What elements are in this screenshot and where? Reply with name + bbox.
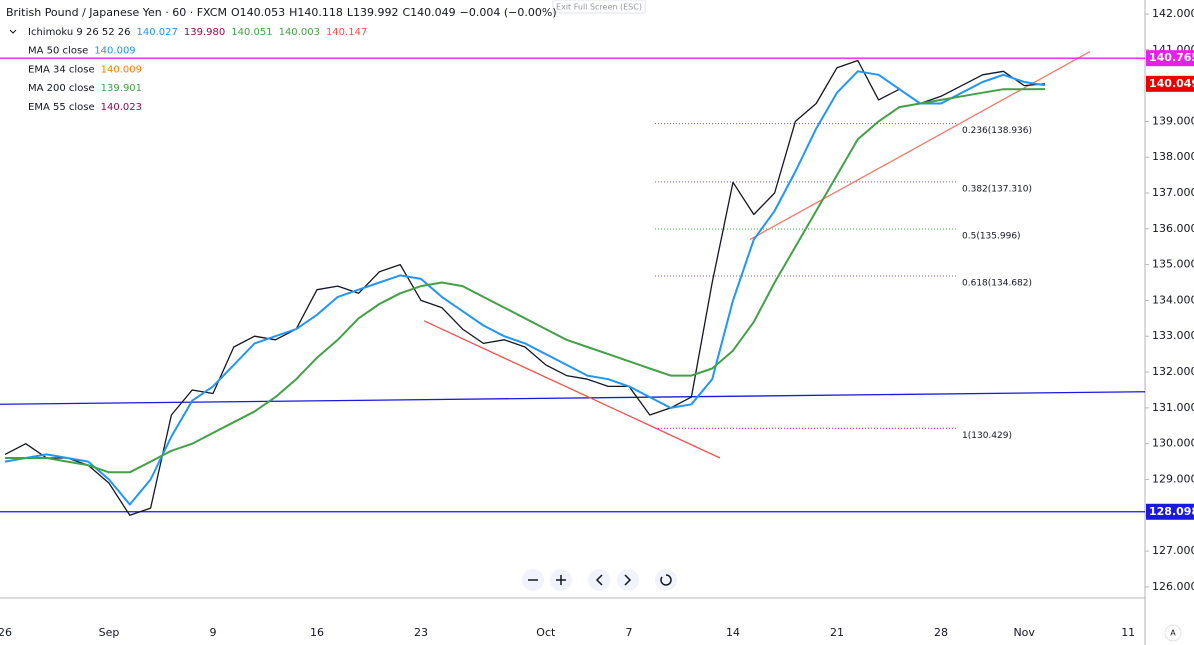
x-tick-label: 21 xyxy=(830,626,844,639)
scroll-left[interactable] xyxy=(588,569,610,591)
fib-label: 0.618(134.682) xyxy=(962,279,1032,289)
y-tick-label: 135.000 xyxy=(1152,258,1194,271)
toolbar xyxy=(522,569,677,591)
trend-line xyxy=(423,320,721,459)
y-tick-label: 136.000 xyxy=(1152,222,1194,235)
x-tick-label: 26 xyxy=(0,626,12,639)
indicator-value: 140.147 xyxy=(326,27,367,38)
y-tick-label: 138.000 xyxy=(1152,150,1194,163)
exit-button[interactable] xyxy=(552,0,646,14)
y-tick-label: 131.000 xyxy=(1152,401,1194,414)
y-tick-label: 134.000 xyxy=(1152,293,1194,306)
indicator-legend: Ichimoku 9 26 52 26 140.027 139.980 140.051… xyxy=(28,27,367,38)
symbol: British Pound / Japanese Yen · 60 · FXCM xyxy=(6,6,227,19)
indicator-value: 140.051 xyxy=(231,27,272,38)
series-line xyxy=(5,88,1046,474)
ohlc-value: O140.053 xyxy=(231,6,285,19)
x-tick-label: 14 xyxy=(726,626,740,639)
x-tick-label: Nov xyxy=(1013,626,1035,639)
x-tick-label: 23 xyxy=(414,626,428,639)
indicator-name: Ichimoku 9 26 52 26 xyxy=(28,27,131,38)
reset[interactable] xyxy=(655,569,677,591)
y-tick-label: 130.000 xyxy=(1152,437,1194,450)
x-tick-label: 16 xyxy=(310,626,324,639)
auto-scale[interactable] xyxy=(1164,624,1182,642)
scroll-right[interactable] xyxy=(617,569,639,591)
x-tick-label: Oct xyxy=(536,626,556,639)
price-tag-label: 140.049 xyxy=(1149,77,1194,90)
indicator-value: 140.027 xyxy=(137,27,178,38)
x-tick-label: 7 xyxy=(626,626,633,639)
fib-label: 0.5(135.996) xyxy=(962,231,1021,241)
x-tick-label: 11 xyxy=(1121,626,1135,639)
fib-label: 0.236(138.936) xyxy=(962,126,1032,136)
indicator-value: 139.901 xyxy=(101,83,142,94)
icon xyxy=(556,575,566,585)
series-line xyxy=(4,59,1046,516)
indicator-value: 140.009 xyxy=(94,46,135,57)
x-tick-label: 28 xyxy=(934,626,948,639)
icon xyxy=(624,574,632,586)
indicator-legend: MA 200 close 139.901 xyxy=(28,83,142,94)
ohlc-value: C140.049 xyxy=(403,6,456,19)
y-tick-label: 127.000 xyxy=(1152,544,1194,557)
y-tick-label: 126.000 xyxy=(1152,580,1194,593)
price-tag xyxy=(1146,503,1194,520)
y-tick-label: 132.000 xyxy=(1152,365,1194,378)
ohlc-value: −0.004 (−0.00%) xyxy=(460,6,557,19)
indicator-name: MA 50 close xyxy=(28,46,88,57)
x-tick-label: Sep xyxy=(99,626,120,639)
price-tag xyxy=(1146,75,1194,92)
auto-label[interactable]: A xyxy=(1170,629,1176,638)
indicator-name: EMA 55 close xyxy=(28,102,95,113)
indicator-name: MA 200 close xyxy=(28,83,95,94)
icon xyxy=(660,574,672,586)
header-title: British Pound / Japanese Yen · 60 · FXCM… xyxy=(6,6,557,19)
indicator-legend: MA 50 close 140.009 xyxy=(28,46,136,57)
indicator-name: EMA 34 close xyxy=(28,64,95,75)
ohlc-value: L139.992 xyxy=(347,6,399,19)
price-tag-label: 140.765 xyxy=(1149,51,1194,64)
exit-label[interactable]: Exit Full Screen (ESC) xyxy=(556,3,642,12)
series-line xyxy=(4,70,1046,506)
icon xyxy=(595,574,603,586)
indicator-value: 140.009 xyxy=(101,64,142,75)
price-tag xyxy=(1146,50,1194,67)
y-tick-label: 139.000 xyxy=(1152,114,1194,127)
indicator-value: 140.023 xyxy=(101,102,142,113)
y-tick-label: 133.000 xyxy=(1152,329,1194,342)
y-tick-label: 142.000 xyxy=(1152,7,1194,20)
indicator-value: 139.980 xyxy=(184,27,225,38)
y-tick-label: 137.000 xyxy=(1152,186,1194,199)
price-tag-label: 128.098 xyxy=(1149,505,1194,518)
y-tick-label: 129.000 xyxy=(1152,472,1194,485)
fib-label: 0.382(137.310) xyxy=(962,184,1032,194)
indicator-legend: EMA 55 close 140.023 xyxy=(28,102,142,113)
fib-label: 1(130.429) xyxy=(962,431,1012,441)
indicator-value: 140.003 xyxy=(279,27,320,38)
ohlc-value: H140.118 xyxy=(289,6,343,19)
indicator-legend: EMA 34 close 140.009 xyxy=(28,64,142,75)
collapse-icon xyxy=(9,29,17,34)
x-tick-label: 9 xyxy=(210,626,217,639)
